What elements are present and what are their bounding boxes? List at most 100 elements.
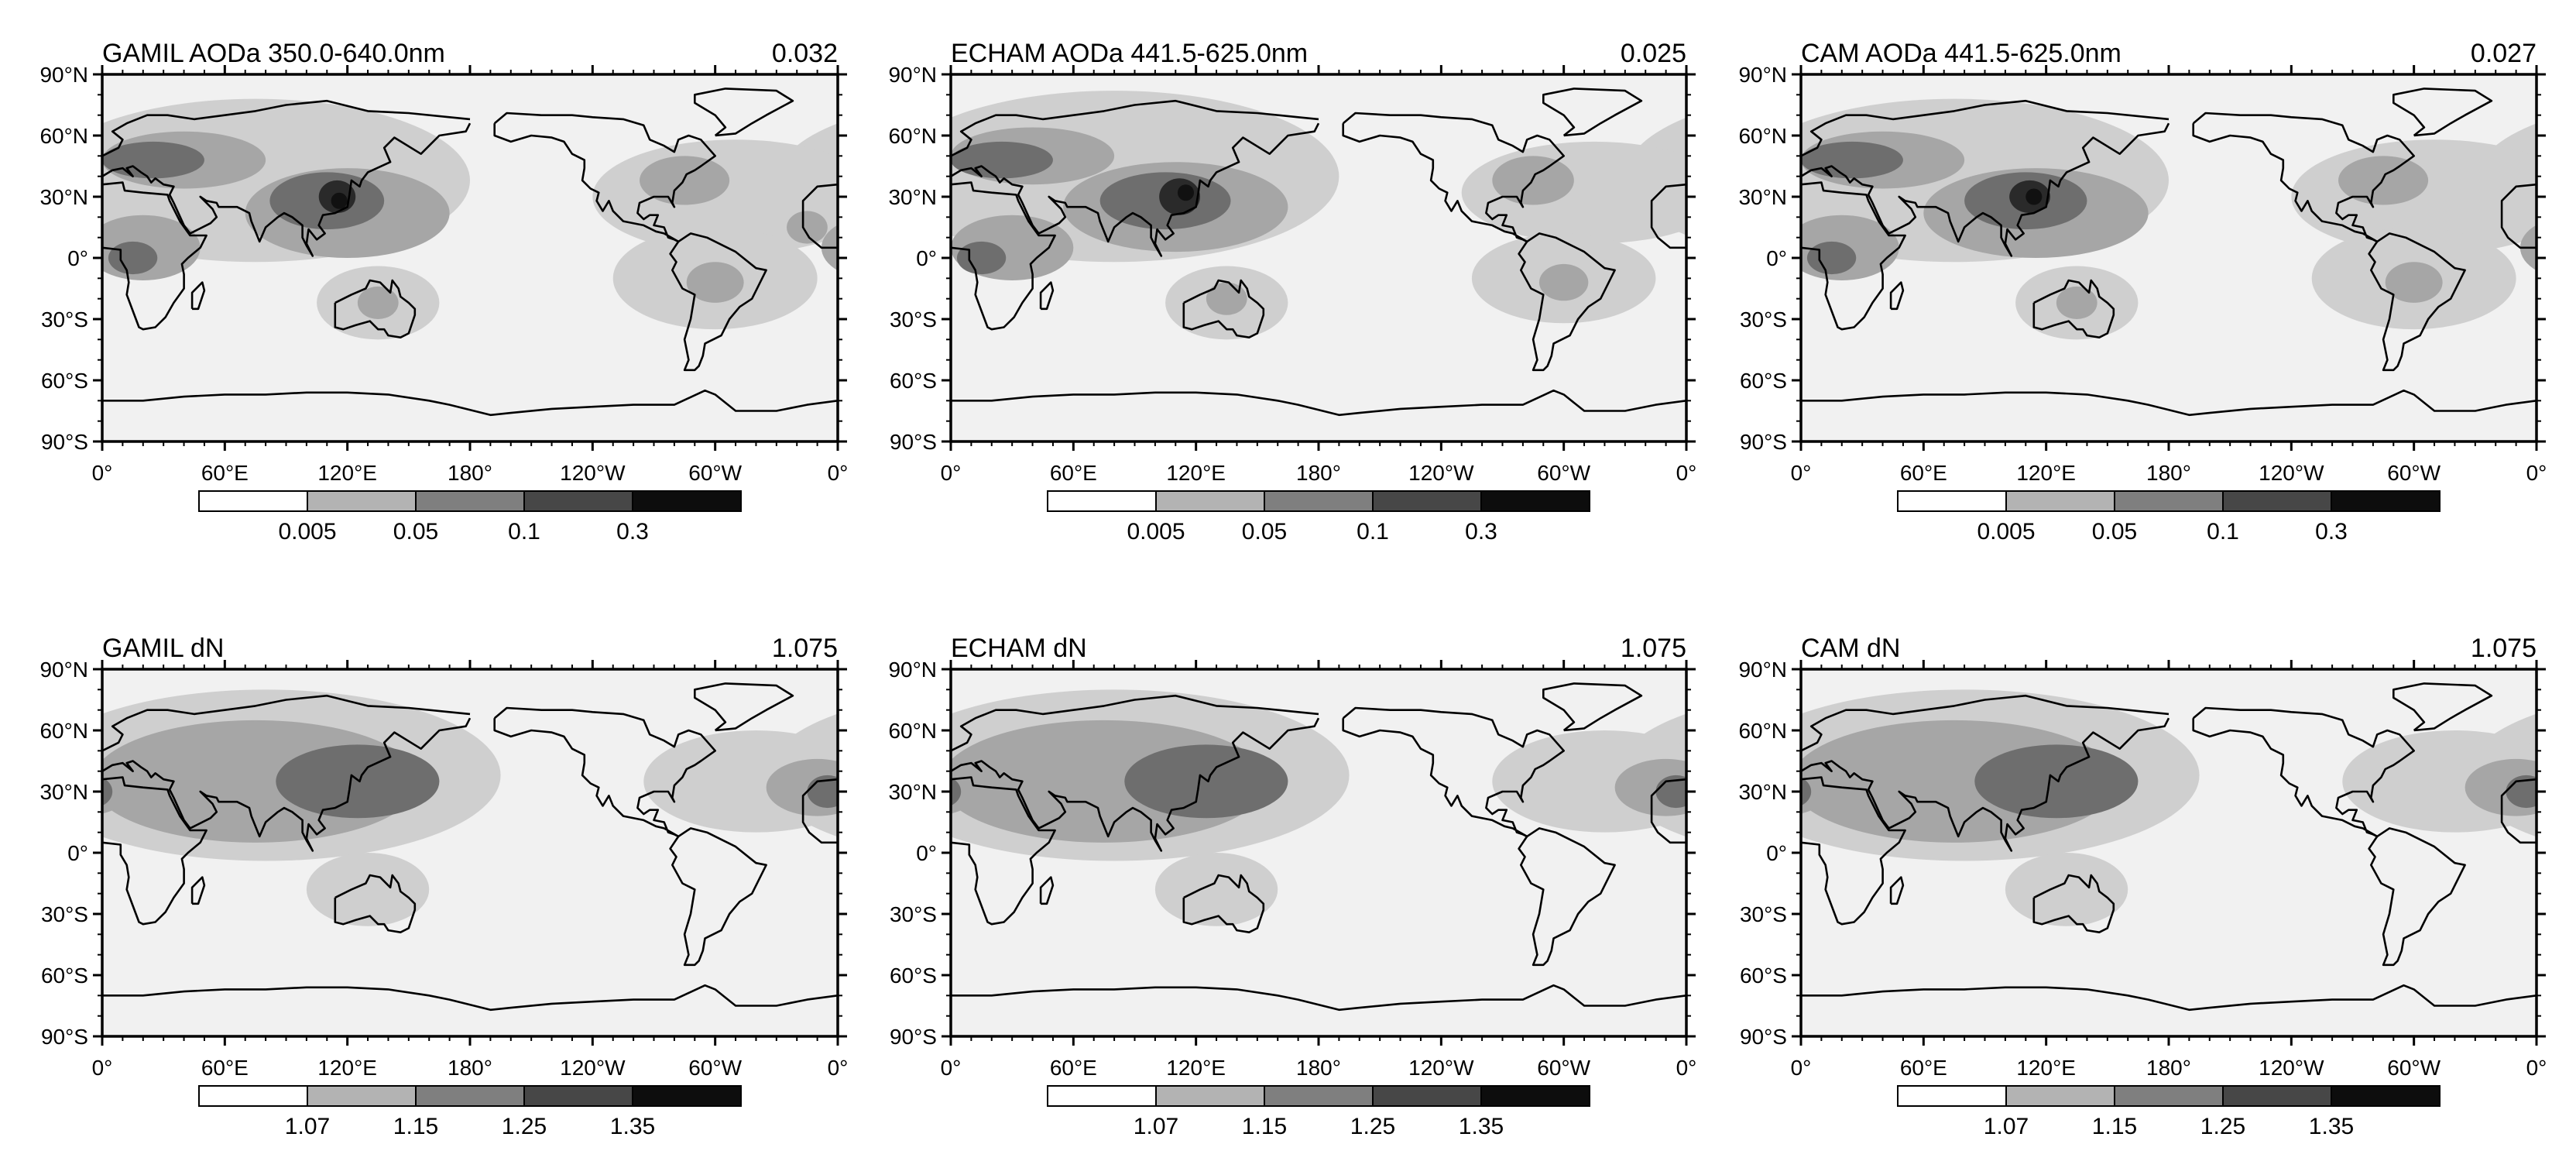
lat-tick-label: 30°S xyxy=(1740,307,1787,332)
coastline xyxy=(2032,279,2115,338)
contour-fill xyxy=(686,262,744,303)
colorbar-label: 0.005 xyxy=(278,519,336,544)
contour-fill xyxy=(276,744,440,819)
contour-fill xyxy=(1974,744,2139,819)
contour-fill xyxy=(2005,853,2128,926)
contour-fill xyxy=(1806,241,1857,275)
lat-tick-label: 30°N xyxy=(1738,185,1787,209)
coastline xyxy=(2500,183,2537,249)
lon-tick-label: 180° xyxy=(448,1056,492,1080)
coastline xyxy=(1801,776,1906,926)
colorbar-swatch xyxy=(198,490,308,512)
lon-tick-label: 120°W xyxy=(1408,1056,1474,1080)
lon-tick-label: 60°E xyxy=(201,461,249,485)
coastline xyxy=(951,389,1686,417)
lat-tick-label: 30°S xyxy=(41,307,88,332)
lat-tick-label: 0° xyxy=(916,246,937,270)
lat-tick-label: 30°S xyxy=(1740,902,1787,926)
colorbar: 1.07 1.15 1.25 1.35 xyxy=(1897,1085,2441,1139)
lat-tick-label: 90°N xyxy=(39,658,88,682)
colorbar-swatch xyxy=(1480,490,1590,512)
lon-tick-label: 60°E xyxy=(1050,461,1097,485)
panel-title: CAM dN xyxy=(1801,634,1900,663)
coastline xyxy=(2500,778,2537,844)
coastline xyxy=(1342,706,1565,838)
colorbar-label: 0.3 xyxy=(616,519,649,544)
contour-fill xyxy=(102,761,133,814)
colorbar-label: 0.1 xyxy=(508,519,540,544)
coastline xyxy=(102,694,471,752)
coastline xyxy=(102,389,838,417)
coastline xyxy=(190,281,206,311)
contour-fill xyxy=(1539,263,1589,301)
panel-global-mean: 1.075 xyxy=(2471,634,2537,663)
coastline xyxy=(1650,778,1686,844)
lon-tick-label: 120°W xyxy=(1408,461,1474,485)
coastline xyxy=(102,984,838,1012)
coastline xyxy=(1889,281,1905,311)
coastline xyxy=(2392,682,2493,732)
colorbar-swatch xyxy=(1372,1085,1482,1107)
lat-tick-label: 0° xyxy=(67,841,88,865)
coastline xyxy=(951,122,1320,257)
coastline xyxy=(669,827,767,967)
lon-tick-label: 60°E xyxy=(1900,461,1947,485)
contour-fill xyxy=(51,211,92,243)
coastline xyxy=(1182,874,1265,933)
panel-title: GAMIL AODa 350.0-640.0nm xyxy=(102,39,445,68)
colorbar-swatch xyxy=(2114,1085,2224,1107)
coastline xyxy=(493,706,716,838)
colorbar: 1.07 1.15 1.25 1.35 xyxy=(198,1085,742,1139)
colorbar-label: 1.25 xyxy=(1350,1114,1395,1139)
lat-tick-label: 90°N xyxy=(888,658,937,682)
lat-tick-label: 30°N xyxy=(888,780,937,804)
colorbar-label: 0.05 xyxy=(393,519,438,544)
colorbar-label: 1.07 xyxy=(285,1114,330,1139)
map-panel: GAMIL AODa 350.0-640.0nm 0.032 90°N 60°N 30°… xyxy=(0,39,849,544)
colorbar-swatch xyxy=(1155,490,1265,512)
coastline-layer xyxy=(951,88,1686,417)
lon-tick-label: 60°W xyxy=(1537,1056,1590,1080)
lat-tick-label: 0° xyxy=(1766,841,1787,865)
panel-title: ECHAM dN xyxy=(951,634,1087,663)
lon-tick-label: 120°E xyxy=(1166,461,1226,485)
contour-fill xyxy=(0,262,9,303)
coastline xyxy=(951,181,1056,331)
colorbar-swatch xyxy=(523,490,633,512)
contour-fill xyxy=(2056,286,2098,319)
coastline xyxy=(1801,122,2170,257)
lon-tick-label: 0° xyxy=(1676,1056,1697,1080)
coastline xyxy=(951,717,1320,852)
contour-fill xyxy=(2025,188,2043,205)
colorbar-swatch xyxy=(2005,490,2115,512)
colorbar-swatch xyxy=(2114,490,2224,512)
panel-global-mean: 0.027 xyxy=(2471,39,2537,68)
coastline xyxy=(102,99,471,157)
coastline xyxy=(102,776,208,926)
colorbar-swatch xyxy=(1264,1085,1374,1107)
colorbar-swatch xyxy=(2331,1085,2441,1107)
coastline-layer xyxy=(102,88,838,417)
lon-tick-label: 120°E xyxy=(2016,1056,2076,1080)
colorbar-label: 0.005 xyxy=(1977,519,2035,544)
lon-tick-label: 60°E xyxy=(1900,1056,1947,1080)
coastline xyxy=(102,122,472,257)
coastline xyxy=(1801,389,2537,417)
lon-tick-label: 0° xyxy=(828,461,849,485)
lon-tick-label: 180° xyxy=(1296,1056,1341,1080)
colorbar-swatch xyxy=(2222,490,2332,512)
lat-tick-label: 60°N xyxy=(1738,124,1787,148)
colorbar-label: 1.35 xyxy=(1459,1114,1504,1139)
lat-tick-label: 30°S xyxy=(41,902,88,926)
map-panel: ECHAM AODa 441.5-625.0nm 0.025 90°N 60°N 30°… xyxy=(888,39,1696,544)
coastline xyxy=(2192,112,2415,243)
contour-fill xyxy=(1124,744,1288,819)
lon-tick-label: 120°E xyxy=(317,1056,377,1080)
lat-tick-label: 90°S xyxy=(41,1025,88,1049)
colorbar-swatch xyxy=(2331,490,2441,512)
colorbar-swatch xyxy=(2222,1085,2332,1107)
lon-tick-label: 180° xyxy=(2146,1056,2191,1080)
contour-fill xyxy=(787,211,828,244)
colorbar-swatch xyxy=(1264,490,1374,512)
contour-fill xyxy=(2537,132,2576,189)
